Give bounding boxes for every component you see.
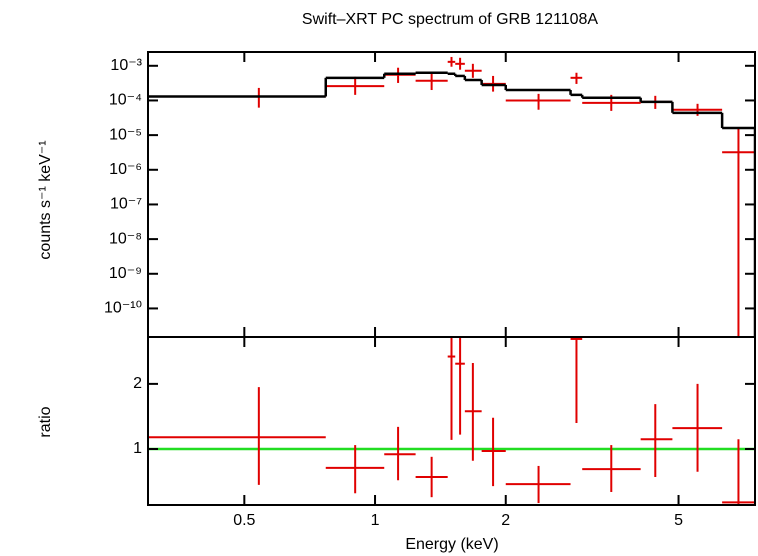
x-tick-label: 2 bbox=[501, 512, 510, 529]
x-tick-label: 0.5 bbox=[233, 512, 255, 529]
y-tick-label: 10⁻⁴ bbox=[109, 92, 142, 109]
axes-frame bbox=[147, 51, 756, 338]
plot-area bbox=[148, 337, 755, 505]
x-tick-label: 5 bbox=[674, 512, 683, 529]
y-axis-label: counts s⁻¹ keV⁻¹ bbox=[37, 140, 54, 259]
y-axis-label: ratio bbox=[37, 406, 54, 437]
y-tick-label: 10⁻⁹ bbox=[109, 265, 142, 282]
plot-area bbox=[148, 56, 755, 337]
axes-frame bbox=[147, 336, 756, 506]
y-tick-label: 10⁻⁵ bbox=[109, 126, 142, 143]
y-tick-label: 10⁻⁶ bbox=[109, 161, 142, 178]
y-tick-label: 10⁻¹⁰ bbox=[104, 300, 142, 317]
x-tick-label: 1 bbox=[371, 512, 380, 529]
y-tick-label: 10⁻³ bbox=[110, 57, 142, 74]
x-axis-label: Energy (keV) bbox=[405, 536, 498, 553]
y-tick-label: 2 bbox=[133, 375, 142, 392]
y-tick-label: 1 bbox=[133, 440, 142, 457]
y-tick-label: 10⁻⁸ bbox=[109, 230, 142, 247]
y-tick-label: 10⁻⁷ bbox=[110, 196, 142, 213]
chart-title: Swift–XRT PC spectrum of GRB 121108A bbox=[302, 11, 598, 28]
